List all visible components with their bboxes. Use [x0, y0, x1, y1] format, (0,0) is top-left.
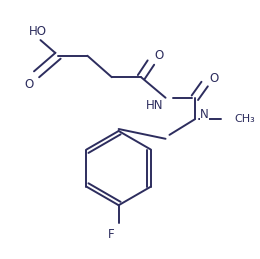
Text: O: O	[154, 49, 163, 62]
Text: F: F	[108, 228, 114, 241]
Text: HN: HN	[146, 99, 164, 112]
Text: HO: HO	[29, 25, 47, 38]
Text: O: O	[210, 72, 219, 85]
Text: CH₃: CH₃	[234, 114, 255, 124]
Text: N: N	[200, 108, 209, 121]
Text: O: O	[24, 77, 33, 91]
